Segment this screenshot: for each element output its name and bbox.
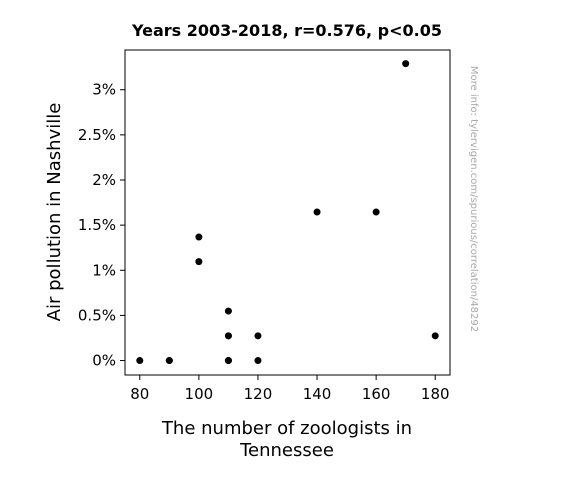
x-tick-label: 80	[130, 385, 149, 403]
data-point	[165, 357, 173, 365]
data-point	[224, 332, 232, 340]
source-watermark: More info: tylervigen.com/spurious/corre…	[468, 66, 479, 332]
y-tick-label: 0%	[92, 352, 116, 370]
x-tick-label: 160	[362, 385, 391, 403]
data-point	[402, 60, 410, 68]
data-point	[195, 233, 203, 241]
y-tick-label: 1%	[92, 261, 116, 279]
y-tick-label: 2%	[92, 171, 116, 189]
y-tick-label: 1.5%	[78, 216, 116, 234]
data-point	[313, 208, 321, 216]
y-tick-label: 0.5%	[78, 306, 116, 324]
x-tick-label: 100	[185, 385, 214, 403]
plot-area	[124, 49, 451, 376]
data-point	[254, 332, 262, 340]
data-point	[372, 208, 380, 216]
x-tick-label: 120	[244, 385, 273, 403]
x-axis-label-line-1: The number of zoologists in	[161, 418, 412, 439]
x-tick-label: 180	[421, 385, 450, 403]
data-point	[224, 307, 232, 315]
y-tick-label: 3%	[92, 81, 116, 99]
data-point	[136, 357, 144, 365]
data-points	[136, 60, 439, 365]
y-axis: 0% 0.5% 1% 1.5% 2% 2.5% 3%	[78, 81, 125, 370]
data-point	[254, 357, 262, 365]
x-axis-label-line-2: Tennessee	[239, 440, 334, 461]
y-tick-label: 2.5%	[78, 126, 116, 144]
data-point	[195, 258, 203, 266]
data-point	[224, 357, 232, 365]
data-point	[431, 332, 439, 340]
x-axis: 80 100 120 140 160 180	[130, 375, 450, 403]
x-tick-label: 140	[303, 385, 332, 403]
chart-title: Years 2003-2018, r=0.576, p<0.05	[131, 21, 442, 40]
y-axis-label: Air pollution in Nashville	[44, 103, 65, 322]
